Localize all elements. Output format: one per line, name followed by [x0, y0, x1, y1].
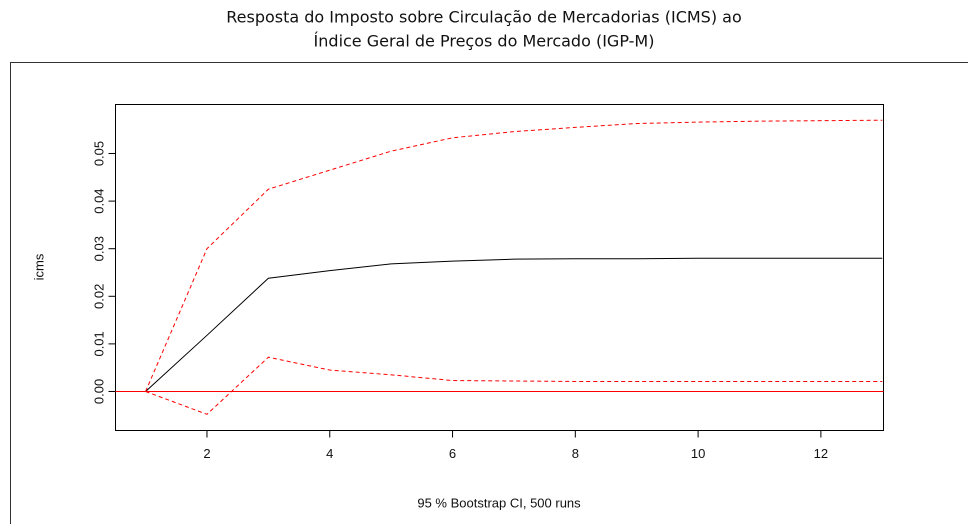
frame — [10, 62, 968, 524]
y-tick-label: 0.00 — [91, 379, 106, 404]
chart-title: Resposta do Imposto sobre Circulação de … — [226, 8, 742, 27]
y-tick-label: 0.05 — [91, 141, 106, 166]
y-tick-label: 0.02 — [91, 284, 106, 309]
y-tick-label: 0.04 — [91, 188, 106, 213]
chart-title: Índice Geral de Preços do Mercado (IGP-M… — [314, 32, 655, 51]
x-axis-label: 95 % Bootstrap CI, 500 runs — [417, 495, 581, 510]
y-axis-label: icms — [31, 253, 46, 280]
x-tick-label: 8 — [572, 446, 579, 461]
plot-box — [115, 104, 884, 431]
x-tick-label: 10 — [691, 446, 705, 461]
y-tick-label: 0.03 — [91, 236, 106, 261]
series-line — [145, 257, 883, 392]
x-tick-label: 12 — [814, 446, 828, 461]
y-tick-label: 0.01 — [91, 331, 106, 356]
series-line — [145, 356, 883, 415]
x-tick-label: 2 — [203, 446, 210, 461]
x-tick-label: 6 — [449, 446, 456, 461]
series-line — [145, 119, 883, 392]
x-tick-label: 4 — [326, 446, 333, 461]
